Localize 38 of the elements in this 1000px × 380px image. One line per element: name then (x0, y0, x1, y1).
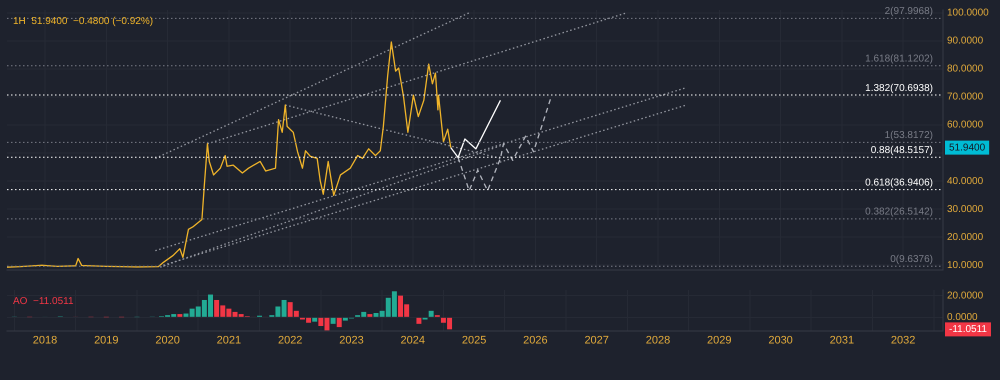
x-tick-label: 2023 (339, 334, 364, 347)
x-tick-label: 2020 (155, 334, 180, 347)
x-tick-label: 2030 (768, 334, 793, 347)
y-tick-label: 20.0000 (947, 232, 984, 243)
x-tick-label: 2019 (94, 334, 119, 347)
x-tick-label: 2026 (523, 334, 548, 347)
x-tick-label: 2022 (278, 334, 302, 347)
y-tick-label: 80.0000 (947, 64, 984, 75)
x-tick-label: 2031 (830, 334, 854, 347)
x-tick-label: 2029 (707, 334, 732, 347)
y-tick-label: 30.0000 (947, 204, 984, 215)
x-tick-label: 2032 (890, 334, 916, 347)
x-tick-label: 2018 (32, 334, 58, 347)
text: 1H 51.9400 −0.4800 (−0.92%) (13, 16, 154, 27)
y-tick-label: 70.0000 (947, 92, 984, 103)
ref-line-label: 0.618(36.9406) (865, 177, 933, 188)
y-tick-label: 60.0000 (947, 120, 984, 131)
ref-line-label: 1(53.8172) (884, 130, 933, 142)
y-tick-label: 40.0000 (947, 176, 984, 187)
x-tick-label: 2025 (462, 334, 486, 347)
text: -11.0511 (949, 324, 988, 336)
y-tick-label: 10.0000 (947, 260, 984, 271)
ref-line-label: 0.382(26.5142) (865, 206, 933, 218)
y-tick-label: 90.0000 (947, 36, 984, 47)
ref-line-label: 0.88(48.5157) (870, 144, 933, 156)
text: AO −11.0511 (13, 296, 74, 307)
x-tick-label: 2024 (400, 334, 426, 347)
x-tick-label: 2028 (646, 334, 670, 347)
ref-line-label: 0(9.6376) (890, 254, 933, 265)
text: 51.9400 (949, 142, 986, 154)
ref-line-label: 1.618(81.1202) (865, 54, 933, 65)
x-tick-label: 2021 (216, 334, 242, 347)
ref-line-label: 2(97.9968) (884, 6, 933, 18)
y-tick-label: 100.0000 (947, 8, 990, 19)
ref-line-label: 1.382(70.6938) (865, 82, 933, 94)
y-tick-label: 0.0000 (947, 312, 978, 324)
x-tick-label: 2027 (584, 334, 609, 347)
y-tick-label: 20.0000 (947, 290, 984, 302)
